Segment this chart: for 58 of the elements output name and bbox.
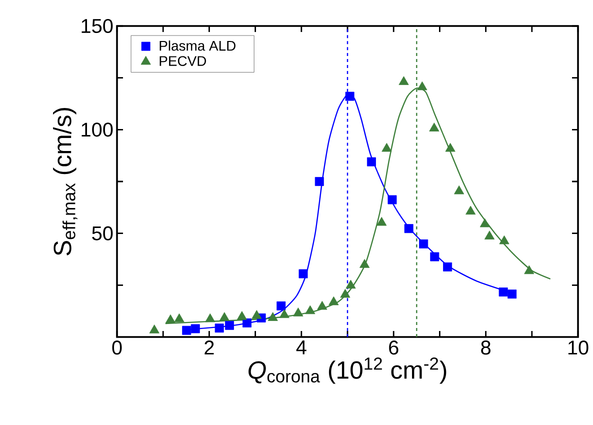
point — [429, 122, 440, 132]
point — [524, 265, 534, 274]
point — [346, 280, 356, 289]
point — [498, 288, 508, 296]
point — [445, 142, 456, 152]
point — [398, 76, 409, 85]
point — [276, 301, 286, 310]
point — [279, 309, 290, 318]
point — [242, 318, 252, 328]
point — [214, 324, 224, 333]
x-tick-label: 0 — [112, 340, 122, 355]
legend-label: PECVD — [160, 56, 206, 66]
y-tick-label: 150 — [82, 18, 113, 34]
point — [345, 92, 354, 101]
x-tick-label: 2 — [204, 340, 214, 354]
point — [508, 290, 517, 299]
point — [225, 320, 234, 330]
point — [268, 312, 278, 321]
point — [388, 195, 397, 204]
point — [252, 310, 262, 319]
point — [430, 252, 440, 262]
y-axis-title: S$_{eff,max}$ (cm/s) — [53, 108, 78, 256]
point — [480, 218, 490, 228]
point — [466, 206, 476, 215]
point — [293, 308, 304, 316]
point — [182, 326, 192, 335]
y-tick-label: 50 — [92, 226, 113, 240]
point — [376, 216, 387, 226]
point — [149, 324, 160, 334]
point — [205, 313, 216, 322]
point — [174, 313, 184, 322]
point — [366, 157, 376, 166]
x-tick-label: 8 — [481, 340, 490, 355]
point — [419, 239, 428, 248]
point — [360, 259, 370, 268]
y-tick-label: 100 — [82, 122, 113, 137]
point — [190, 324, 200, 334]
point — [305, 305, 316, 314]
point — [484, 230, 495, 240]
point — [298, 269, 308, 278]
point — [499, 235, 510, 244]
point — [404, 224, 414, 234]
point — [454, 185, 464, 194]
x-tick-label: 4 — [296, 340, 306, 354]
point — [417, 81, 428, 90]
point — [314, 177, 324, 186]
point — [328, 296, 339, 306]
x-tick-label: 10 — [568, 340, 588, 355]
point — [340, 288, 350, 298]
point — [236, 311, 247, 320]
point — [165, 314, 176, 324]
point — [317, 300, 328, 310]
x-axis-title: Q$_{corona}$ (10$^{12}$ cm$^{-2}$) — [248, 357, 446, 384]
point — [443, 262, 452, 272]
point — [219, 312, 230, 321]
point — [382, 142, 392, 152]
legend-label: Plasma ALD — [160, 40, 236, 51]
x-tick-label: 6 — [389, 340, 398, 355]
